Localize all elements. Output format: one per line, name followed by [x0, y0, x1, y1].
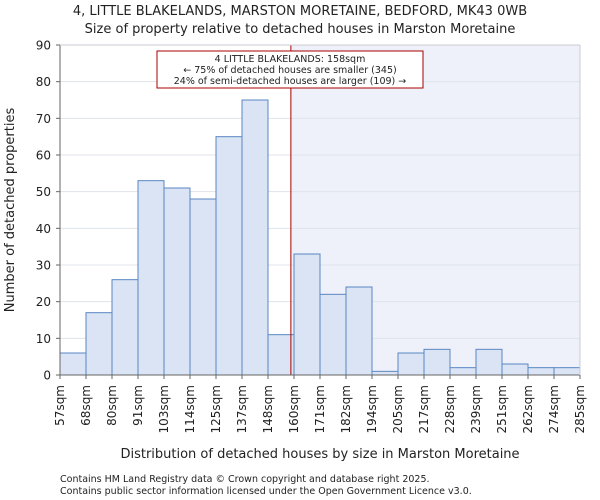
x-tick-label: 125sqm — [209, 385, 223, 433]
x-tick-label: 68sqm — [79, 385, 93, 426]
y-tick-label: 80 — [36, 75, 51, 89]
histogram-bar — [449, 367, 477, 376]
histogram-bar — [267, 334, 295, 376]
histogram-bar — [423, 348, 451, 376]
x-tick-label: 137sqm — [235, 385, 249, 433]
histogram-bar — [215, 136, 243, 376]
y-axis-label: Number of detached properties — [3, 108, 18, 313]
annotation-line-2: ← 75% of detached houses are smaller (34… — [183, 65, 396, 76]
y-tick-label: 90 — [36, 39, 51, 53]
x-tick-label: 148sqm — [261, 385, 275, 433]
histogram-bar — [137, 180, 165, 376]
histogram-bar — [163, 187, 191, 376]
x-axis-label: Distribution of detached houses by size … — [120, 447, 519, 462]
histogram-bar — [241, 99, 269, 376]
histogram-bar — [189, 198, 217, 376]
chart-title: 4, LITTLE BLAKELANDS, MARSTON MORETAINE,… — [73, 4, 527, 19]
x-tick-label: 251sqm — [495, 385, 509, 433]
x-tick-label: 160sqm — [287, 385, 301, 433]
x-tick-label: 194sqm — [365, 385, 379, 433]
x-tick-label: 57sqm — [53, 385, 67, 426]
y-ticks: 0 10 20 30 40 50 60 70 80 90 — [36, 39, 60, 383]
histogram-bar — [475, 348, 503, 376]
histogram-bar — [501, 363, 529, 376]
y-tick-label: 60 — [36, 149, 51, 163]
x-ticks: 57sqm 68sqm 80sqm 91sqm 103sqm 114sqm 125sqm 13… — [53, 375, 587, 433]
histogram-bar — [85, 312, 113, 376]
histogram-bar — [319, 293, 347, 376]
x-tick-label: 239sqm — [469, 385, 483, 433]
y-tick-label: 0 — [43, 369, 51, 383]
x-tick-label: 205sqm — [391, 385, 405, 433]
histogram-bar — [397, 352, 425, 376]
x-tick-label: 217sqm — [417, 385, 431, 433]
y-tick-label: 50 — [36, 185, 51, 199]
annotation-box: 4 LITTLE BLAKELANDS: 158sqm ← 75% of det… — [156, 50, 424, 89]
histogram-bar — [371, 370, 399, 376]
annotation-line-1: 4 LITTLE BLAKELANDS: 158sqm — [215, 54, 366, 65]
footer-line-2: Contains public sector information licen… — [60, 486, 472, 497]
x-tick-label: 103sqm — [157, 385, 171, 433]
bars — [59, 99, 581, 376]
histogram-bar — [59, 352, 87, 376]
y-tick-label: 30 — [36, 259, 51, 273]
histogram-bar — [553, 367, 581, 376]
y-tick-label: 20 — [36, 295, 51, 309]
y-tick-label: 70 — [36, 112, 51, 126]
histogram-bar — [527, 367, 555, 376]
x-tick-label: 182sqm — [339, 385, 353, 433]
x-tick-label: 262sqm — [521, 385, 535, 433]
x-tick-label: 171sqm — [313, 385, 327, 433]
x-tick-label: 274sqm — [547, 385, 561, 433]
x-tick-label: 228sqm — [443, 385, 457, 433]
histogram-bar — [111, 279, 139, 376]
x-tick-label: 80sqm — [105, 385, 119, 426]
x-tick-label: 285sqm — [573, 385, 587, 433]
annotation-frame — [156, 50, 424, 89]
x-tick-label: 114sqm — [183, 385, 197, 433]
histogram-bar — [345, 286, 373, 376]
y-tick-label: 40 — [36, 222, 51, 236]
histogram-bar — [293, 253, 321, 376]
x-tick-label: 91sqm — [131, 385, 145, 426]
y-tick-label: 10 — [36, 332, 51, 346]
chart-subtitle: Size of property relative to detached ho… — [85, 22, 516, 37]
footer-line-1: Contains HM Land Registry data © Crown c… — [60, 474, 430, 485]
annotation-line-3: 24% of semi-detached houses are larger (… — [174, 76, 407, 87]
